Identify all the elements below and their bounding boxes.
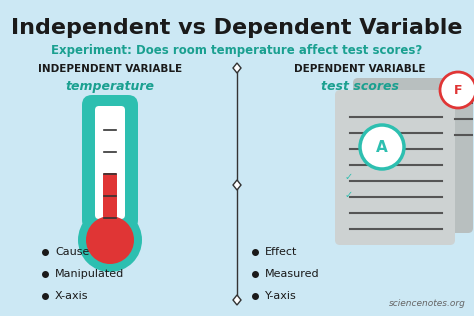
Text: test scores: test scores bbox=[321, 80, 399, 93]
FancyBboxPatch shape bbox=[82, 95, 138, 230]
FancyBboxPatch shape bbox=[95, 106, 125, 219]
Polygon shape bbox=[233, 180, 241, 190]
Text: Manipulated: Manipulated bbox=[55, 269, 124, 279]
Text: Measured: Measured bbox=[265, 269, 319, 279]
Circle shape bbox=[78, 208, 142, 272]
Circle shape bbox=[86, 216, 134, 264]
Polygon shape bbox=[233, 295, 241, 305]
Text: DEPENDENT VARIABLE: DEPENDENT VARIABLE bbox=[294, 64, 426, 74]
Text: INDEPENDENT VARIABLE: INDEPENDENT VARIABLE bbox=[38, 64, 182, 74]
Text: X-axis: X-axis bbox=[55, 291, 89, 301]
FancyBboxPatch shape bbox=[353, 78, 473, 233]
Text: Y-axis: Y-axis bbox=[265, 291, 297, 301]
Text: F: F bbox=[454, 83, 462, 96]
Text: Effect: Effect bbox=[265, 247, 297, 257]
FancyBboxPatch shape bbox=[103, 173, 117, 218]
Circle shape bbox=[360, 125, 404, 169]
Text: ✓: ✓ bbox=[345, 190, 353, 200]
Text: ✓: ✓ bbox=[345, 172, 353, 182]
Polygon shape bbox=[233, 63, 241, 73]
Circle shape bbox=[440, 72, 474, 108]
Text: Cause: Cause bbox=[55, 247, 90, 257]
Text: temperature: temperature bbox=[65, 80, 155, 93]
Text: Experiment: Does room temperature affect test scores?: Experiment: Does room temperature affect… bbox=[51, 44, 423, 57]
Text: sciencenotes.org: sciencenotes.org bbox=[389, 299, 466, 308]
Text: Independent vs Dependent Variable: Independent vs Dependent Variable bbox=[11, 18, 463, 38]
FancyBboxPatch shape bbox=[335, 90, 455, 245]
Text: A: A bbox=[376, 139, 388, 155]
